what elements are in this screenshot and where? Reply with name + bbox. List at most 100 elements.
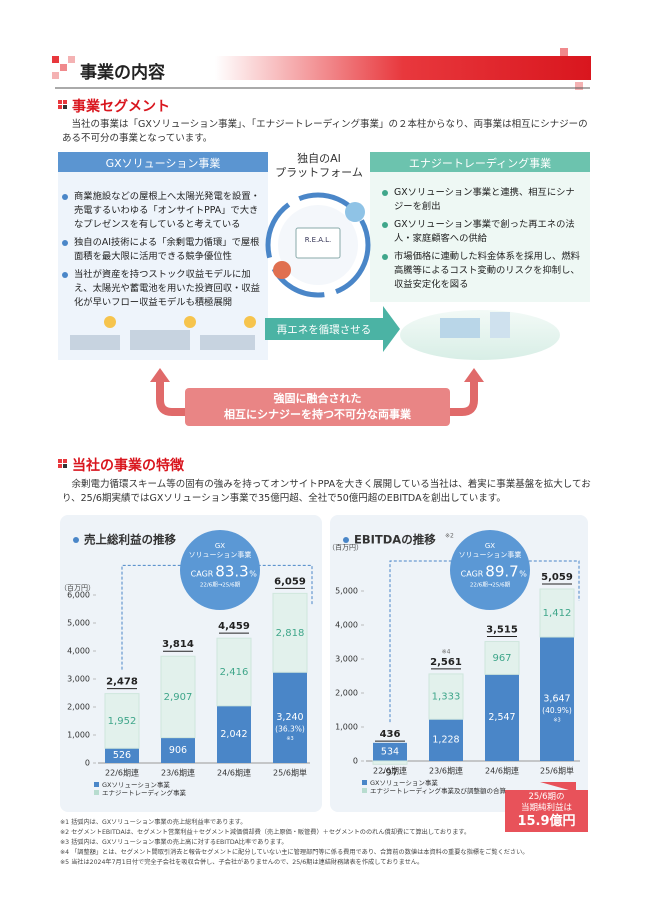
- gx-title: GXソリューション事業: [105, 157, 221, 170]
- bar-segment: [217, 705, 251, 763]
- footnote: ※1 括弧内は、GXソリューション事業の売上総利益率であります。: [60, 819, 247, 826]
- footnote: ※4 「調整額」とは、セグメント間取引消去と報告セグメントに配分していない主に管…: [60, 849, 529, 856]
- cagr-text: %: [519, 570, 527, 579]
- cagr-value: 89.7: [485, 563, 518, 581]
- y-tick-label: 5,000: [335, 587, 358, 596]
- cycle-arrow: [265, 306, 400, 352]
- total-note: ※4: [442, 648, 451, 655]
- footnote: ※2 セグメントEBITDAは、セグメント営業利益＋セグメント減価償却費（売上原…: [60, 829, 471, 836]
- cagr-value: 83.3: [215, 563, 248, 581]
- trading-title: エナジートレーディング事業: [408, 157, 552, 170]
- ratio-label: (40.9%): [542, 706, 572, 715]
- gx-panel: [58, 172, 268, 360]
- x-tick-label: 24/6期連: [485, 766, 519, 776]
- legend-swatch: [362, 788, 367, 793]
- legend-label: GXソリューション事業: [370, 778, 438, 787]
- bar-segment: [484, 641, 520, 675]
- title-dot: [343, 537, 349, 543]
- y-tick-label: 4,000: [67, 647, 90, 656]
- total-label: 2,478: [106, 677, 138, 688]
- total-label: 3,515: [486, 624, 518, 635]
- solar-illustration: [70, 316, 256, 350]
- value-label: 2,042: [220, 729, 247, 740]
- axis-unit: （百万円）: [328, 543, 363, 551]
- y-tick-label: 1,000: [67, 731, 90, 740]
- gx-bullets: 商業施設などの屋根上へ太陽光発電を設置・売電するいわゆる「オンサイトPPA」で大…: [62, 190, 260, 314]
- intro: 余剰電力循環スキーム等の固有の強みを持ってオンサイトPPAを大きく展開している当…: [62, 479, 591, 504]
- x-tick-label: 25/6期単: [273, 768, 307, 778]
- bar-segment: [485, 674, 519, 761]
- text: 当期純利益は: [520, 803, 572, 813]
- cycle-label: 再エネを循環させる: [276, 324, 372, 336]
- y-tick-label: 2,000: [67, 703, 90, 712]
- x-tick-label: 25/6期単: [540, 766, 574, 776]
- cagr-text: ソリューション事業: [459, 550, 522, 559]
- cagr-text: ソリューション事業: [189, 550, 252, 559]
- x-tick-label: 24/6期連: [217, 768, 251, 778]
- cagr-bubble: [450, 530, 530, 610]
- footnote: ※3 括弧内は、GXソリューション事業の売上高に対するEBITDA比率であります…: [60, 839, 288, 846]
- cagr-text: %: [249, 570, 257, 579]
- bar-segment: [539, 588, 575, 638]
- trading-title-box: [370, 152, 590, 172]
- bar-segment: [104, 693, 140, 749]
- bar-segment: [373, 742, 407, 761]
- y-tick-label: 1,000: [335, 723, 358, 732]
- text: 相互にシナジーを持つ不可分な両事業: [224, 408, 411, 421]
- value-label: 2,416: [220, 667, 249, 678]
- callout: 25/6期の 当期純利益は 15.9億円: [505, 792, 588, 829]
- bar-segment: [428, 673, 464, 720]
- chart-title: EBITDAの推移: [354, 533, 436, 547]
- text: 強固に融合された: [273, 392, 362, 405]
- text: 15.9億円: [517, 814, 576, 829]
- bar-segment: [273, 672, 307, 763]
- bullet: 商業施設などの屋根上へ太陽光発電を設置・売電するいわゆる「オンサイトPPA」で大…: [62, 190, 260, 232]
- bar-segment: [105, 748, 139, 763]
- platform-logo: [265, 192, 371, 298]
- text: プラットフォーム: [275, 166, 363, 179]
- y-tick-label: 6,000: [67, 591, 90, 600]
- legend-label: エナジートレーディング事業: [102, 788, 187, 797]
- bar-segment: [216, 637, 252, 707]
- value-label: 2,818: [276, 628, 305, 639]
- trading-bullets: GXソリューション事業と連携、相互にシナジーを創出 GXソリューション事業で創った…: [382, 186, 582, 296]
- total-label: 436: [380, 729, 401, 740]
- title-dot: [73, 537, 79, 543]
- x-tick-label: 23/6期連: [161, 768, 195, 778]
- bar-segment: [429, 719, 463, 761]
- bar-segment: [161, 737, 195, 763]
- cagr-text: 22/6期→25/6期: [200, 582, 241, 589]
- legend-swatch: [94, 782, 99, 787]
- ratio-note: ※3: [286, 736, 293, 742]
- legend-swatch: [94, 790, 99, 795]
- value-label: 526: [113, 750, 131, 761]
- bullet: 市場価格に連動した料金体系を採用し、燃料高騰等によるコスト変動のリスクを抑制し、…: [382, 250, 582, 292]
- axis-unit: （百万円）: [60, 584, 95, 592]
- page-title: 事業の内容: [80, 63, 165, 83]
- value-label: 2,547: [488, 712, 515, 723]
- total-label: 3,814: [162, 639, 194, 650]
- cagr-text: GX: [215, 542, 225, 550]
- bar-segment: [160, 655, 196, 739]
- platform-label: 独自のAI プラットフォーム: [268, 152, 370, 180]
- value-label: 1,333: [432, 692, 461, 703]
- chart-title: 売上総利益の推移: [84, 533, 176, 547]
- ratio-note: ※3: [553, 718, 560, 724]
- cagr-text: 22/6期→25/6期: [470, 582, 511, 589]
- value-label: 1,412: [543, 608, 572, 619]
- ratio-label: (36.3%): [275, 725, 305, 734]
- title-note: ※2: [445, 533, 454, 540]
- total-label: 2,561: [430, 657, 462, 668]
- legend-label: エナジートレーディング事業及び調整額の合算: [370, 786, 507, 795]
- value-label: 1,228: [432, 735, 459, 746]
- value-label: 3,647: [543, 694, 570, 705]
- legend-swatch: [362, 780, 367, 785]
- total-label: 4,459: [218, 621, 250, 632]
- value-label: 906: [169, 745, 187, 756]
- bond-box: [185, 388, 450, 426]
- footnote: ※5 当社は2024年7月1日付で完全子会社を吸収合併し、子会社がありませんので…: [60, 859, 424, 866]
- value-label: -97: [382, 767, 398, 778]
- gx-title-box: [58, 152, 268, 172]
- bond-label: 強固に融合された相互にシナジーを持つ不可分な両事業: [185, 391, 450, 423]
